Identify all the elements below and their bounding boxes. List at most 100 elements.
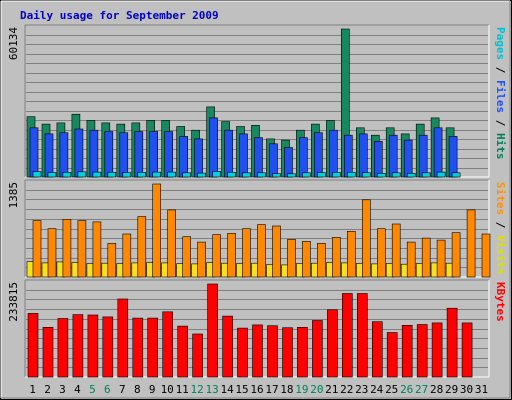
legend-entry: / bbox=[494, 60, 507, 80]
bar-files-day-16 bbox=[254, 137, 263, 178]
legend-entry: Visits bbox=[494, 235, 507, 275]
bar-sites-day-4 bbox=[77, 220, 87, 278]
legend-entry: KBytes bbox=[494, 282, 507, 322]
bar-sites-day-20 bbox=[317, 243, 326, 278]
bar-pages-day-20 bbox=[317, 172, 326, 178]
panel-middle: 1385 Sites / Visits bbox=[7, 179, 507, 278]
bar-kbytes-day-12 bbox=[192, 333, 203, 378]
x-tick-label: 3 bbox=[59, 383, 66, 396]
bar-files-day-8 bbox=[134, 131, 144, 178]
legend-entry: / bbox=[494, 215, 507, 235]
bar-files-day-27 bbox=[418, 134, 428, 178]
bar-kbytes-day-2 bbox=[42, 326, 54, 378]
bar-pages-day-14 bbox=[227, 172, 236, 178]
bar-kbytes-day-17 bbox=[267, 325, 278, 378]
bar-kbytes-day-25 bbox=[386, 332, 398, 378]
max-value-label: 233815 bbox=[7, 282, 20, 322]
bar-pages-day-21 bbox=[332, 172, 341, 178]
x-tick-label: 5 bbox=[89, 383, 96, 396]
legend-middle: Sites / Visits bbox=[494, 182, 507, 275]
bar-kbytes-day-13 bbox=[207, 283, 218, 378]
bar-kbytes-day-19 bbox=[297, 326, 308, 378]
x-tick-label: 1 bbox=[29, 383, 36, 396]
bar-files-day-5 bbox=[89, 129, 99, 178]
bar-pages-day-22 bbox=[346, 172, 356, 178]
bar-files-day-13 bbox=[209, 117, 218, 178]
bar-sites-day-30 bbox=[466, 209, 476, 278]
bar-kbytes-day-9 bbox=[147, 317, 158, 378]
bar-sites-day-25 bbox=[391, 223, 401, 278]
x-tick-label: 19 bbox=[295, 383, 308, 396]
bar-sites-day-9 bbox=[152, 183, 161, 278]
legend-bottom: KBytes bbox=[494, 282, 507, 322]
panel-bottom: 233815 KBytes bbox=[7, 279, 507, 378]
bar-sites-day-23 bbox=[361, 199, 371, 278]
bar-sites-day-18 bbox=[287, 239, 296, 278]
bar-sites-day-19 bbox=[302, 241, 311, 278]
bar-pages-day-15 bbox=[242, 172, 251, 178]
bar-kbytes-day-15 bbox=[237, 327, 248, 378]
x-tick-label: 15 bbox=[235, 383, 248, 396]
bar-pages-day-29 bbox=[451, 172, 461, 178]
bar-sites-day-14 bbox=[227, 233, 236, 278]
bar-sites-day-10 bbox=[167, 209, 176, 278]
x-tick-label: 27 bbox=[415, 383, 428, 396]
x-tick-label: 9 bbox=[149, 383, 156, 396]
bar-files-day-23 bbox=[358, 133, 368, 178]
panels-layer: 60134 Pages / Files / Hits 1385 Sites / Vis… bbox=[7, 24, 507, 378]
bar-kbytes-day-5 bbox=[87, 314, 99, 378]
bar-files-day-12 bbox=[194, 138, 203, 178]
bar-pages-day-9 bbox=[152, 171, 161, 178]
legend-entry: Files bbox=[494, 80, 507, 113]
x-tick-label: 7 bbox=[119, 383, 126, 396]
x-tick-label: 17 bbox=[265, 383, 278, 396]
bar-pages-day-12 bbox=[197, 172, 206, 178]
bar-sites-day-1 bbox=[32, 220, 42, 278]
x-tick-label: 8 bbox=[134, 383, 141, 396]
bar-files-day-28 bbox=[433, 127, 443, 178]
bar-files-day-14 bbox=[224, 129, 233, 178]
bar-pages-day-24 bbox=[376, 173, 386, 178]
bar-pages-day-3 bbox=[62, 172, 72, 178]
bar-kbytes-day-8 bbox=[132, 317, 144, 378]
bar-sites-day-24 bbox=[376, 228, 386, 278]
bar-kbytes-day-22 bbox=[341, 293, 353, 378]
bar-sites-day-16 bbox=[257, 224, 266, 278]
x-axis-labels: 1 2 3 4 5 6 7 8 9 10 11 12 13 14 15 16 17 18 19 20 21 22 23 24 2… bbox=[29, 383, 488, 396]
legend-top: Pages / Files / Hits bbox=[494, 27, 507, 160]
bar-sites-day-13 bbox=[212, 234, 221, 278]
bar-kbytes-day-11 bbox=[177, 325, 188, 378]
bar-files-day-26 bbox=[403, 139, 413, 178]
bar-sites-day-17 bbox=[272, 225, 281, 278]
bar-kbytes-day-3 bbox=[57, 318, 69, 378]
bar-pages-day-2 bbox=[47, 172, 57, 178]
bar-sites-day-15 bbox=[242, 228, 251, 278]
bar-files-day-22 bbox=[343, 134, 353, 178]
bar-pages-day-13 bbox=[212, 171, 221, 178]
bar-sites-day-8 bbox=[137, 216, 147, 278]
bar-sites-day-7 bbox=[122, 233, 132, 278]
bar-files-day-11 bbox=[179, 136, 188, 178]
bar-sites-day-3 bbox=[62, 219, 72, 278]
bar-kbytes-day-24 bbox=[371, 321, 383, 378]
bar-pages-day-25 bbox=[391, 172, 401, 178]
bar-pages-day-28 bbox=[436, 171, 446, 178]
x-tick-label: 11 bbox=[176, 383, 189, 396]
bar-kbytes-day-6 bbox=[102, 316, 114, 378]
x-tick-label: 12 bbox=[190, 383, 203, 396]
bar-sites-day-27 bbox=[421, 237, 431, 278]
bar-kbytes-day-18 bbox=[282, 327, 293, 378]
bar-files-day-24 bbox=[373, 141, 383, 178]
bar-pages-day-5 bbox=[92, 171, 102, 178]
x-tick-label: 2 bbox=[44, 383, 51, 396]
bar-kbytes-day-16 bbox=[252, 324, 263, 378]
bar-files-day-10 bbox=[164, 131, 173, 178]
bar-files-day-19 bbox=[299, 137, 308, 178]
bar-sites-day-2 bbox=[47, 228, 57, 278]
bar-files-day-29 bbox=[448, 136, 458, 178]
bar-pages-day-18 bbox=[287, 173, 296, 178]
x-tick-label: 14 bbox=[220, 383, 234, 396]
bar-kbytes-day-21 bbox=[327, 309, 338, 378]
bar-sites-day-28 bbox=[436, 239, 446, 278]
